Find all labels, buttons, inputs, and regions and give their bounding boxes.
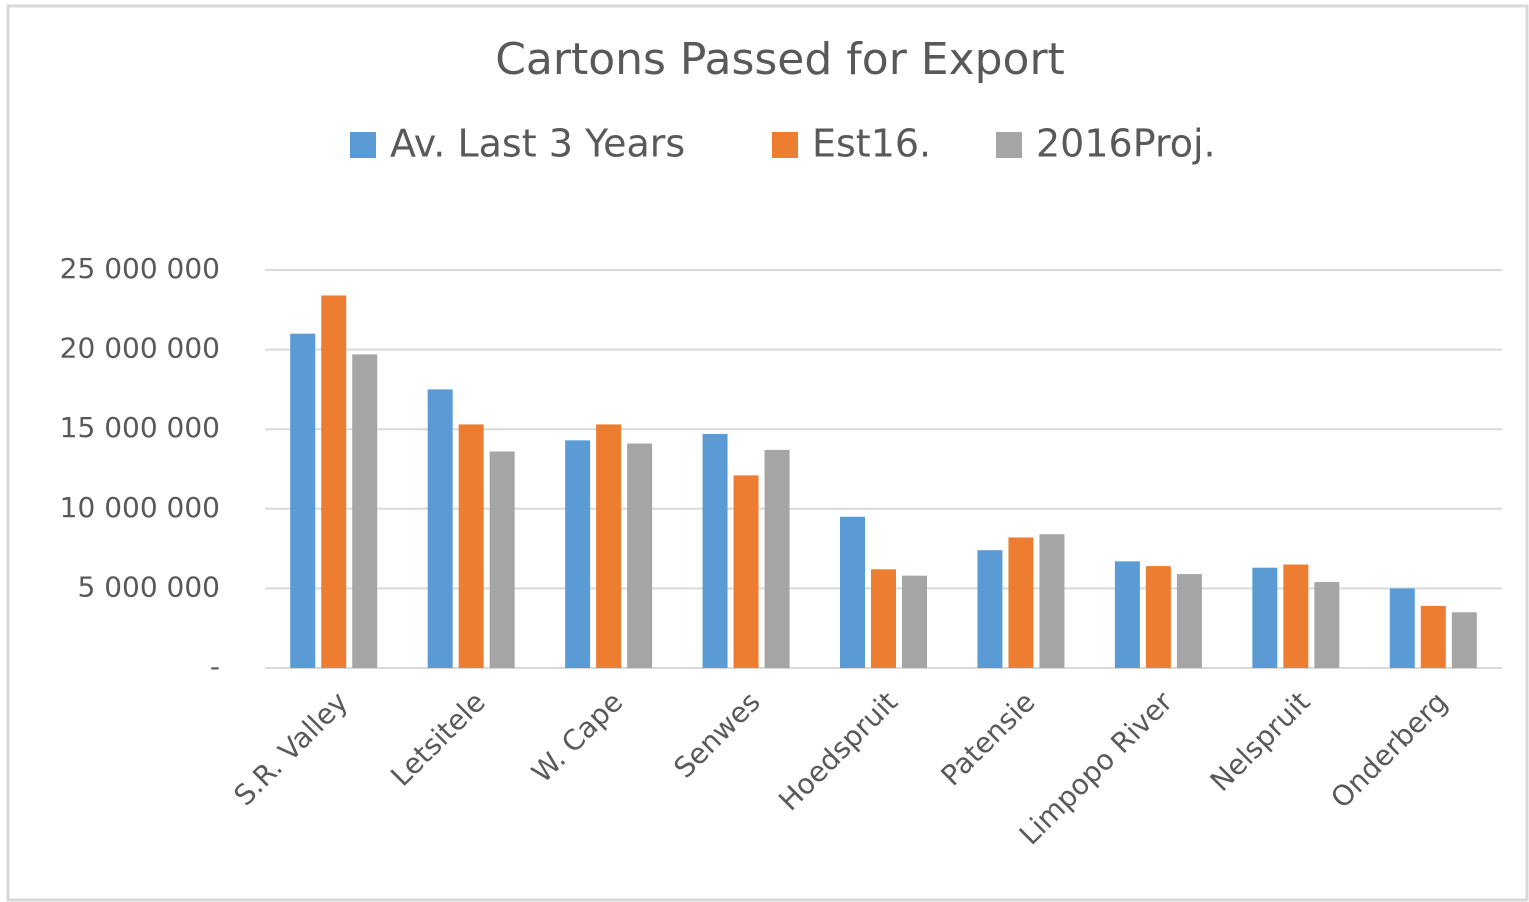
y-tick-label: 20 000 000 xyxy=(60,332,220,365)
bar xyxy=(596,424,622,668)
bar xyxy=(871,569,896,668)
bar xyxy=(1420,605,1446,668)
legend-swatch xyxy=(350,132,376,158)
bar xyxy=(1389,588,1415,668)
bar xyxy=(1176,574,1202,668)
bar xyxy=(1008,537,1034,668)
legend-label: Est16. xyxy=(812,122,931,166)
legend-label: 2016Proj. xyxy=(1036,122,1216,166)
bar xyxy=(290,333,316,668)
legend-swatch xyxy=(772,132,798,158)
y-tick-label: 15 000 000 xyxy=(60,411,220,444)
bar xyxy=(321,295,347,668)
bar xyxy=(1451,612,1477,668)
bar xyxy=(840,516,865,668)
bar xyxy=(1145,566,1171,668)
y-tick-label: 10 000 000 xyxy=(60,491,220,524)
legend-swatch xyxy=(996,132,1022,158)
legend-label: Av. Last 3 Years xyxy=(390,122,685,166)
bar xyxy=(764,449,790,668)
bar xyxy=(627,443,653,668)
y-tick-label: 5 000 000 xyxy=(77,570,220,603)
bar xyxy=(489,451,515,668)
bar xyxy=(702,433,728,668)
bar xyxy=(352,354,378,668)
bar xyxy=(733,475,759,668)
bar xyxy=(977,550,1003,668)
bar xyxy=(458,424,484,668)
bar xyxy=(1039,534,1065,668)
y-tick-label: 25 000 000 xyxy=(60,252,220,285)
bar xyxy=(902,575,927,668)
chart-title: Cartons Passed for Export xyxy=(495,34,1065,85)
bar xyxy=(1314,582,1340,668)
bar xyxy=(565,440,591,668)
y-tick-label: - xyxy=(210,650,220,683)
bar xyxy=(1252,567,1278,668)
bar xyxy=(1114,561,1140,668)
bar xyxy=(427,389,453,668)
bar xyxy=(1283,564,1309,668)
